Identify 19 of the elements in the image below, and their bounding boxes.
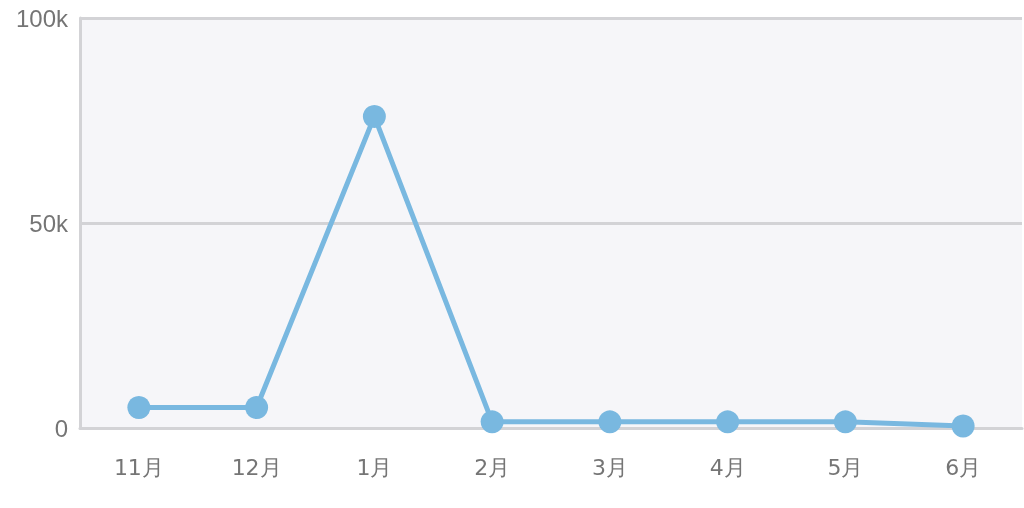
y-tick-label: 50k — [29, 209, 69, 237]
x-tick-label: 5月 — [827, 454, 864, 480]
point — [716, 410, 740, 434]
point — [598, 410, 622, 434]
x-tick-label: 12月 — [231, 454, 282, 480]
point — [362, 104, 386, 128]
x-tick-label: 3月 — [591, 454, 628, 480]
point — [480, 410, 504, 434]
y-tick-label: 0 — [54, 414, 68, 442]
y-tick-label: 100k — [15, 4, 69, 32]
x-tick-label: 2月 — [474, 454, 511, 480]
x-tick-label: 11月 — [113, 454, 164, 480]
point — [127, 396, 151, 419]
point — [951, 414, 975, 438]
x-tick-label: 1月 — [356, 454, 393, 480]
x-tick-label: 6月 — [945, 454, 982, 480]
point — [245, 396, 269, 419]
point — [833, 410, 857, 434]
x-tick-label: 4月 — [709, 454, 746, 480]
